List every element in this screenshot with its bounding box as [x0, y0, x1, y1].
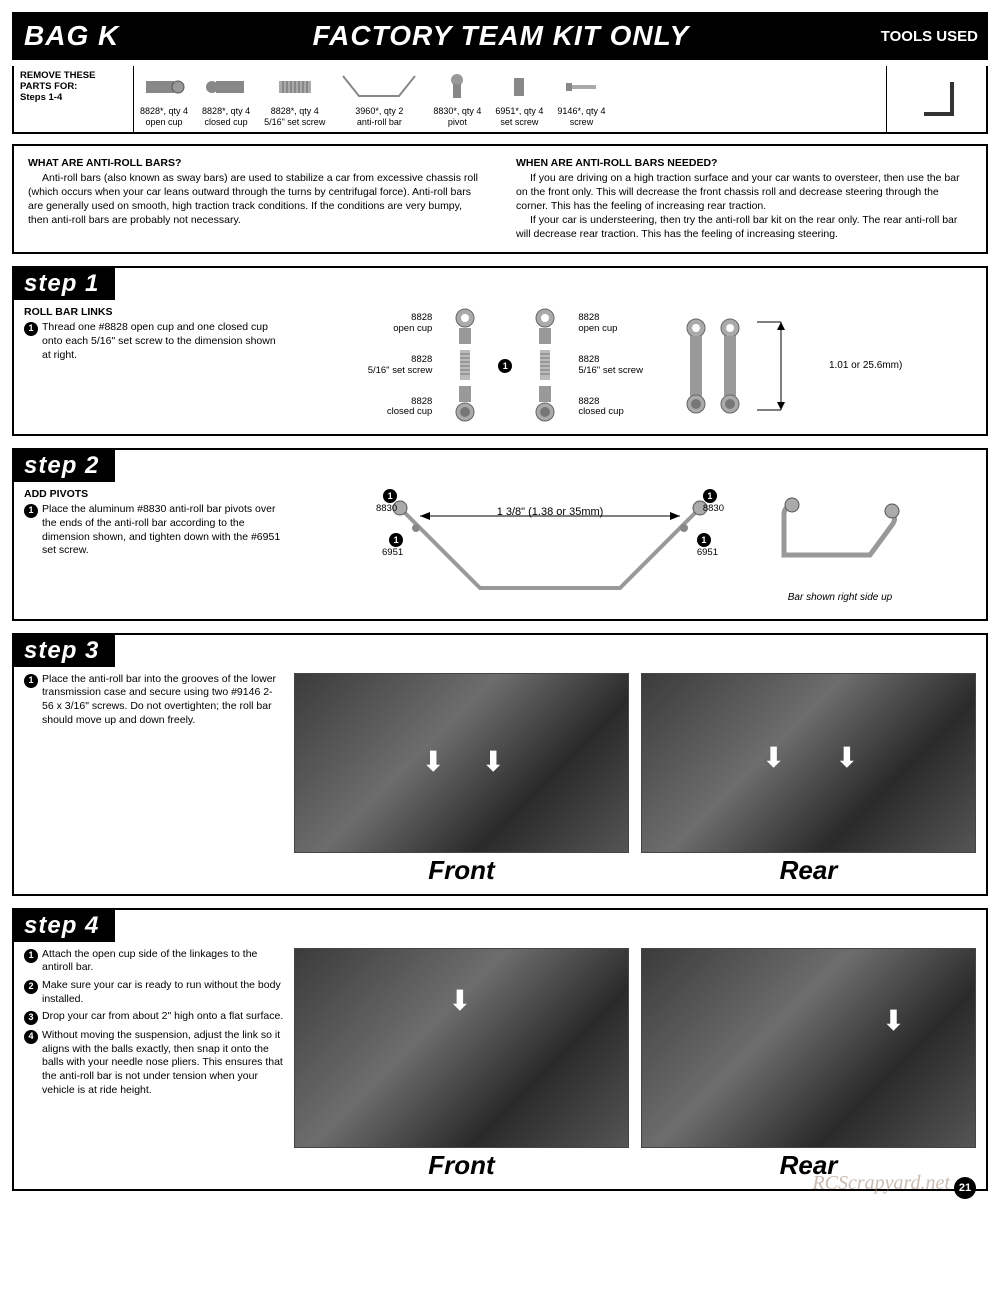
- intro-col-2: WHEN ARE ANTI-ROLL BARS NEEDED? If you a…: [516, 156, 972, 242]
- dimension-bracket-icon: [751, 316, 821, 416]
- part-anti-roll-bar: 3960*, qty 2anti-roll bar: [339, 70, 419, 128]
- step1-label: step 1: [14, 268, 115, 300]
- bullet-1-icon: 1: [24, 322, 38, 336]
- bullet-1-icon: 1: [24, 504, 38, 518]
- header-title: FACTORY TEAM KIT ONLY: [129, 14, 873, 58]
- part-9146-screw: 9146*, qty 4screw: [557, 70, 605, 128]
- bullet-2-icon: 2: [24, 980, 38, 994]
- step3-label: step 3: [14, 635, 115, 667]
- remove-box: REMOVE THESE PARTS FOR: Steps 1-4: [14, 66, 134, 132]
- bullet-3-icon: 3: [24, 1011, 38, 1025]
- step1-text: ROLL BAR LINKS 1Thread one #8828 open cu…: [24, 306, 284, 426]
- step4-block: step 4 1Attach the open cup side of the …: [12, 908, 988, 1191]
- tools-label: TOOLS USED: [873, 14, 986, 58]
- part-closed-cup: 8828*, qty 4closed cup: [202, 70, 250, 128]
- step2-label: step 2: [14, 450, 115, 482]
- step3-rear-caption: Rear: [641, 855, 976, 886]
- tools-box: [886, 66, 986, 132]
- step4-front-caption: Front: [294, 1150, 629, 1181]
- bullet-1-icon: 1: [24, 674, 38, 688]
- link-exploded-icon: [452, 306, 478, 426]
- intro-q2: WHEN ARE ANTI-ROLL BARS NEEDED?: [516, 156, 972, 170]
- page-number: 21: [954, 1177, 976, 1199]
- bullet-1-icon: 1: [24, 949, 38, 963]
- step4-label: step 4: [14, 910, 115, 942]
- step1-dimension: 1.01 or 25.6mm): [829, 360, 902, 371]
- step4-text: 1Attach the open cup side of the linkage…: [24, 948, 284, 1181]
- step3-rear-photo: ⬇ ⬇: [641, 673, 976, 853]
- step3-photos: ⬇ ⬇ Front ⬇ ⬇ Rear: [294, 673, 976, 886]
- step4-photos: ⬇ Front ⬇ Rear: [294, 948, 976, 1181]
- header-bar: BAG K FACTORY TEAM KIT ONLY TOOLS USED: [12, 12, 988, 60]
- intro-a2a: If you are driving on a high traction su…: [516, 171, 972, 214]
- bullet-1-icon: 1: [498, 359, 512, 373]
- arrow-down-icon: ⬇: [422, 745, 445, 778]
- bullet-4-icon: 4: [24, 1030, 38, 1044]
- step2-block: step 2 ADD PIVOTS 1Place the aluminum #8…: [12, 448, 988, 621]
- arrow-down-icon: ⬇: [835, 741, 858, 774]
- hex-key-icon: [912, 74, 962, 124]
- part-6951-set-screw: 6951*, qty 4set screw: [495, 70, 543, 128]
- link-assembled-icon: [683, 316, 709, 416]
- intro-q1: WHAT ARE ANTI-ROLL BARS?: [28, 156, 484, 170]
- step4-rear-photo: ⬇: [641, 948, 976, 1148]
- intro-a2b: If your car is understeering, then try t…: [516, 213, 972, 241]
- step1-diagram: 8828 open cup8828 5/16" set screw8828 cl…: [294, 306, 976, 426]
- arrow-down-icon: ⬇: [762, 741, 785, 774]
- parts-strip: REMOVE THESE PARTS FOR: Steps 1-4 8828*,…: [12, 66, 988, 134]
- part-open-cup: 8828*, qty 4open cup: [140, 70, 188, 128]
- step3-text: 1Place the anti-roll bar into the groove…: [24, 673, 284, 886]
- arrow-down-icon: ⬇: [882, 1004, 905, 1037]
- step3-front-caption: Front: [294, 855, 629, 886]
- intro-col-1: WHAT ARE ANTI-ROLL BARS? Anti-roll bars …: [28, 156, 484, 242]
- parts-row: 8828*, qty 4open cup 8828*, qty 4closed …: [134, 66, 886, 132]
- bar-right-side-up-icon: [770, 495, 910, 585]
- step1-block: step 1 ROLL BAR LINKS 1Thread one #8828 …: [12, 266, 988, 436]
- arrow-down-icon: ⬇: [481, 745, 504, 778]
- remove-label: REMOVE THESE PARTS FOR:: [20, 70, 127, 92]
- step3-front-photo: ⬇ ⬇: [294, 673, 629, 853]
- step3-block: step 3 1Place the anti-roll bar into the…: [12, 633, 988, 896]
- step2-text: ADD PIVOTS 1Place the aluminum #8830 ant…: [24, 488, 284, 611]
- intro-a1: Anti-roll bars (also known as sway bars)…: [28, 171, 484, 228]
- step4-front-photo: ⬇: [294, 948, 629, 1148]
- intro-block: WHAT ARE ANTI-ROLL BARS? Anti-roll bars …: [12, 144, 988, 254]
- arrow-down-icon: ⬇: [448, 984, 471, 1017]
- watermark: RCScrapyard.net: [812, 1172, 950, 1195]
- step2-diagram: 18830 18830 16951 16951 1 3/8" (1.38 or …: [294, 488, 976, 611]
- part-set-screw: 8828*, qty 45/16" set screw: [264, 70, 325, 128]
- link-assembled-icon: [717, 316, 743, 416]
- bag-label: BAG K: [14, 14, 129, 58]
- part-pivot: 8830*, qty 4pivot: [433, 70, 481, 128]
- remove-steps: Steps 1-4: [20, 92, 127, 103]
- link-exploded-icon: [532, 306, 558, 426]
- step2-caption: Bar shown right side up: [770, 592, 910, 603]
